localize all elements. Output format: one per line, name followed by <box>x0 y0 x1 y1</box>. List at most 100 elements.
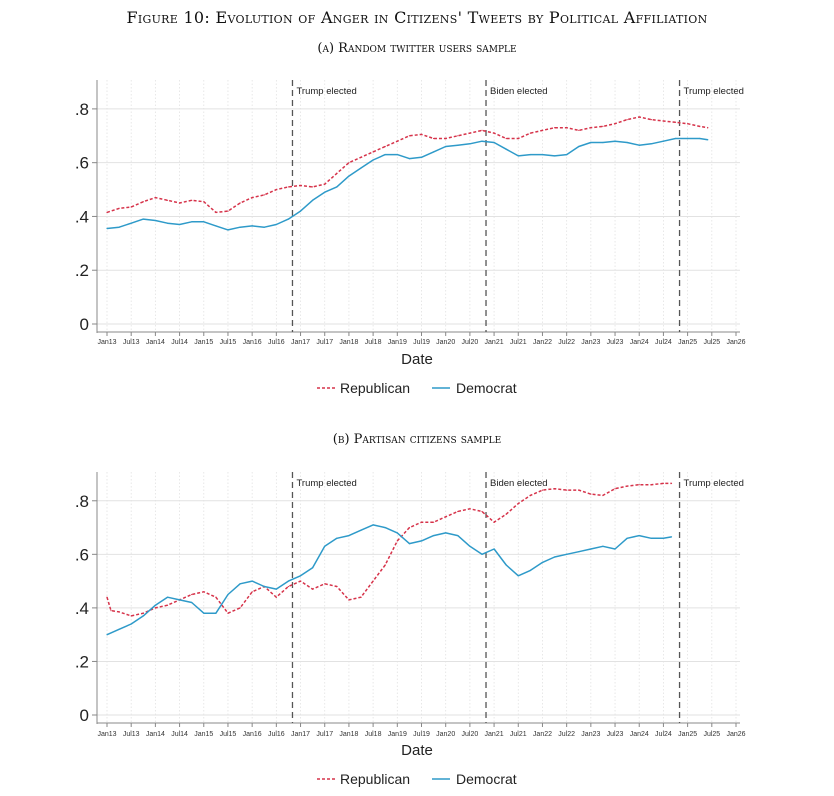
data-point-democrat <box>554 155 556 157</box>
x-axis-label: Date <box>401 742 433 759</box>
x-tick-label: Jan24 <box>630 339 649 346</box>
data-point-republican <box>554 127 556 129</box>
data-point-democrat <box>699 137 701 140</box>
data-point-democrat <box>554 556 556 558</box>
data-point-republican <box>348 599 350 601</box>
data-point-democrat <box>118 628 120 630</box>
data-point-republican <box>638 484 640 486</box>
panel-title: (b) Partisan citizens sample <box>333 432 501 447</box>
data-point-democrat <box>650 537 652 539</box>
data-point-republican <box>166 199 169 201</box>
data-point-republican <box>626 119 628 121</box>
x-tick-label: Jul17 <box>316 339 333 346</box>
data-point-democrat <box>457 144 459 146</box>
x-tick-label: Jan22 <box>533 339 552 346</box>
legend-label-democrat: Democrat <box>456 771 517 787</box>
x-tick-label: Jan24 <box>630 731 649 738</box>
data-point-republican <box>336 172 338 174</box>
data-point-democrat <box>299 575 302 577</box>
data-point-democrat <box>348 535 350 537</box>
data-point-democrat <box>191 601 193 604</box>
x-axis-label: Date <box>401 351 433 368</box>
data-point-republican <box>179 202 181 204</box>
data-point-republican <box>263 194 265 196</box>
x-tick-label: Jul18 <box>365 339 382 346</box>
data-point-republican <box>554 488 556 490</box>
data-point-democrat <box>662 537 665 539</box>
data-point-democrat <box>408 158 410 160</box>
x-tick-label: Jan21 <box>485 731 504 738</box>
data-point-republican <box>662 482 665 484</box>
data-point-democrat <box>469 143 471 145</box>
data-point-republican <box>166 604 169 606</box>
panel-a: (a) Random twitter users sample 0 .2 .4 .6 .8… <box>75 41 746 396</box>
x-tick-label: Jul19 <box>413 731 430 738</box>
x-tick-label: Jan26 <box>726 339 745 346</box>
data-point-republican <box>650 484 652 486</box>
data-point-democrat <box>481 553 483 555</box>
data-point-republican <box>529 132 532 134</box>
x-tick-label: Jan20 <box>436 339 455 346</box>
data-point-republican <box>215 596 217 598</box>
data-point-republican <box>324 583 326 585</box>
x-tick-label: Jan23 <box>581 731 600 738</box>
data-point-republican <box>614 123 616 125</box>
y-tick-label: .8 <box>75 100 89 119</box>
data-point-republican <box>287 585 289 588</box>
data-point-democrat <box>433 535 435 537</box>
data-point-democrat <box>396 532 398 534</box>
data-point-republican <box>566 127 568 129</box>
y-tick-label: .6 <box>75 154 89 173</box>
data-point-republican <box>662 120 665 122</box>
data-point-republican <box>312 186 314 188</box>
data-point-republican <box>130 206 132 208</box>
data-point-republican <box>154 607 156 609</box>
y-tick-label: .4 <box>75 207 89 226</box>
data-point-republican <box>614 488 616 490</box>
series-line-democrat <box>106 524 672 636</box>
data-point-republican <box>372 151 374 153</box>
data-point-republican <box>445 137 447 140</box>
data-point-democrat <box>118 226 120 228</box>
data-point-democrat <box>191 221 193 223</box>
data-point-republican <box>360 156 362 158</box>
data-point-democrat <box>481 140 483 142</box>
data-point-republican <box>408 135 410 137</box>
data-point-democrat <box>106 227 108 230</box>
data-point-democrat <box>251 225 253 227</box>
data-point-republican <box>106 596 108 598</box>
panel-b: (b) Partisan citizens sample 0 .2 .4 .6 .8 Jan… <box>75 432 746 787</box>
data-point-republican <box>239 607 241 609</box>
data-point-republican <box>433 521 435 523</box>
y-tick-label: .2 <box>75 652 89 671</box>
x-tick-label: Jul15 <box>220 339 237 346</box>
data-point-democrat <box>529 154 532 156</box>
data-point-republican <box>445 516 447 518</box>
data-point-republican <box>707 127 709 129</box>
data-point-republican <box>566 489 568 491</box>
data-point-republican <box>118 611 120 613</box>
figure-title: Figure 10: Evolution of Anger in Citizen… <box>126 8 708 27</box>
x-tick-label: Jul14 <box>171 339 188 346</box>
x-tick-label: Jul18 <box>365 731 382 738</box>
data-point-republican <box>481 510 483 513</box>
data-point-republican <box>541 489 544 491</box>
data-point-democrat <box>626 537 628 539</box>
data-point-democrat <box>420 540 423 542</box>
x-tick-label: Jul24 <box>655 731 672 738</box>
x-tick-label: Jan20 <box>436 731 455 738</box>
data-point-republican <box>638 116 640 118</box>
data-point-republican <box>215 211 217 213</box>
data-point-republican <box>372 580 374 582</box>
data-point-republican <box>239 202 241 204</box>
x-tick-label: Jan16 <box>243 731 262 738</box>
data-point-democrat <box>299 210 302 212</box>
data-point-republican <box>118 207 120 209</box>
data-point-democrat <box>674 137 677 140</box>
data-point-democrat <box>505 564 507 566</box>
data-point-republican <box>251 197 253 199</box>
data-point-republican <box>154 197 156 199</box>
x-tick-label: Jan15 <box>194 339 213 346</box>
x-tick-label: Jul13 <box>123 339 140 346</box>
data-point-democrat <box>493 141 495 144</box>
